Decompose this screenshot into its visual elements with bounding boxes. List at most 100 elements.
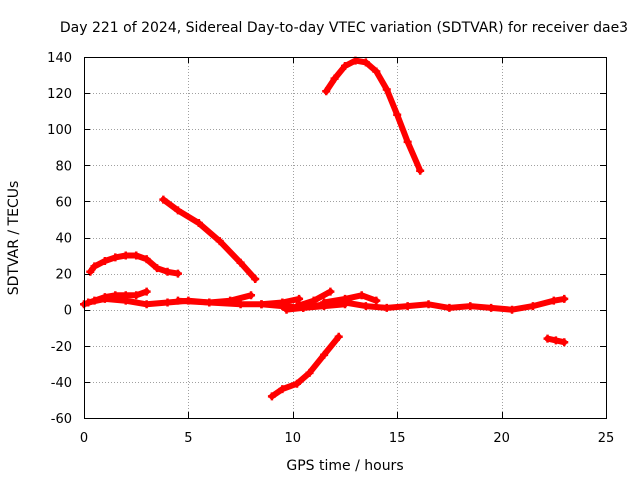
data-point	[163, 267, 172, 276]
data-point	[466, 302, 475, 311]
chart-title: Day 221 of 2024, Sidereal Day-to-day VTE…	[60, 20, 628, 36]
data-point	[132, 291, 141, 300]
series-arc-10	[267, 332, 343, 401]
data-point	[292, 302, 301, 311]
data-point	[322, 87, 331, 96]
data-point	[257, 300, 266, 309]
series-arc-3	[86, 251, 182, 278]
data-point	[543, 334, 552, 343]
data-point	[278, 302, 287, 311]
x-tick-label: 5	[184, 431, 192, 446]
y-tick-label: 120	[47, 87, 72, 102]
series-arc-8	[292, 287, 335, 311]
data-point	[416, 166, 425, 175]
y-tick-label: -20	[51, 340, 72, 355]
series-line	[283, 301, 348, 313]
y-axis-label: SDTVAR / TECUs	[6, 181, 22, 296]
data-point	[100, 256, 109, 265]
series-arc-12	[543, 334, 569, 347]
data-point	[86, 267, 95, 276]
y-tick-label: -40	[51, 376, 72, 391]
data-point	[560, 338, 569, 347]
data-point	[295, 294, 304, 303]
data-point	[357, 291, 366, 300]
data-point	[173, 296, 182, 305]
data-point	[382, 85, 391, 94]
data-point	[121, 296, 130, 305]
x-axis-label: GPS time / hours	[286, 458, 403, 474]
y-tick-label: 0	[64, 304, 72, 319]
data-point	[236, 300, 245, 309]
data-point	[424, 300, 433, 309]
data-point	[334, 332, 343, 341]
data-point	[326, 287, 335, 296]
data-point	[121, 251, 130, 260]
data-point	[278, 385, 287, 394]
y-tick-label: 40	[55, 232, 72, 247]
data-point	[341, 294, 349, 303]
y-tick-label: 20	[55, 268, 72, 283]
data-point	[361, 302, 370, 311]
series-line	[160, 196, 259, 282]
data-point	[341, 62, 349, 71]
data-point	[142, 300, 151, 309]
data-point	[393, 110, 402, 119]
y-tick-label: 80	[55, 159, 72, 174]
data-point	[361, 58, 370, 67]
y-tick-label: -60	[51, 412, 72, 427]
data-point	[372, 67, 381, 76]
y-tick-label: 100	[47, 123, 72, 138]
data-point	[251, 275, 260, 284]
y-tick-label: 60	[55, 195, 72, 210]
x-tick-label: 25	[598, 431, 615, 446]
data-point	[132, 251, 141, 260]
series-arc-9	[320, 291, 381, 307]
data-point	[153, 264, 162, 273]
data-point	[215, 237, 224, 246]
data-point	[508, 305, 517, 314]
data-point	[282, 305, 291, 314]
data-point	[549, 296, 558, 305]
series-line	[87, 252, 181, 277]
data-point	[551, 336, 560, 345]
data-point	[403, 137, 412, 146]
series-line	[321, 292, 380, 306]
data-point	[305, 368, 314, 377]
data-point	[159, 195, 168, 204]
x-tick-label: 0	[80, 431, 88, 446]
series-arc-11	[322, 56, 425, 175]
data-point	[309, 296, 318, 305]
series-group	[80, 56, 569, 401]
data-point	[173, 206, 182, 215]
data-point	[247, 291, 256, 300]
data-point	[487, 303, 496, 312]
data-point	[194, 219, 203, 228]
tick-group: 0 5 10 15 20 25 -60 -40 -20 0 20 40 60 80 100 120 140	[47, 51, 614, 446]
data-point	[292, 379, 301, 388]
data-point	[90, 262, 99, 271]
data-point	[320, 298, 329, 307]
x-tick-label: 10	[285, 431, 302, 446]
x-tick-label: 20	[493, 431, 510, 446]
data-point	[142, 287, 151, 296]
data-point	[403, 302, 412, 311]
data-point	[236, 258, 245, 267]
data-point	[528, 302, 537, 311]
data-point	[267, 392, 276, 401]
y-tick-label: 140	[47, 51, 72, 66]
data-point	[560, 294, 569, 303]
data-point	[372, 296, 381, 305]
series-line	[323, 57, 424, 174]
x-tick-label: 15	[389, 431, 406, 446]
grid	[84, 57, 606, 418]
data-point	[84, 298, 93, 307]
data-point	[445, 303, 454, 312]
data-point	[330, 74, 339, 83]
data-point	[111, 253, 120, 262]
data-point	[173, 269, 182, 278]
series-arc-4	[159, 195, 260, 284]
data-point	[205, 298, 214, 307]
data-point	[100, 294, 109, 303]
data-point	[163, 298, 172, 307]
